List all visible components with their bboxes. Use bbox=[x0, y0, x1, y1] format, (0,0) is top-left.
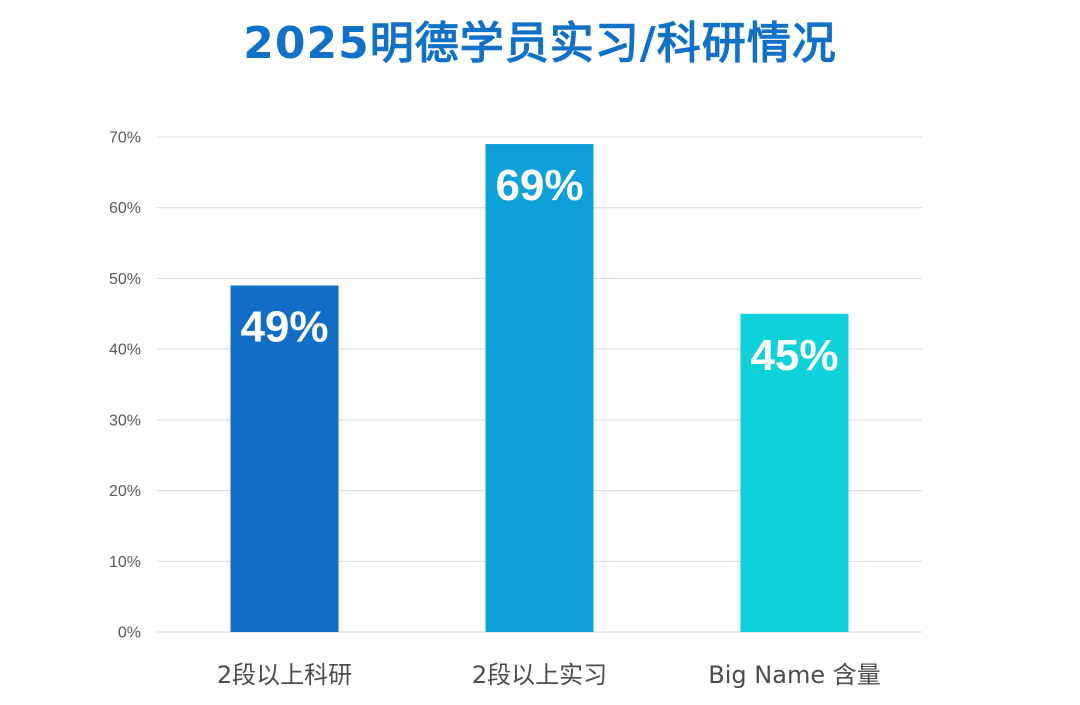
category-label: 2段以上科研 bbox=[217, 661, 352, 689]
category-label: 2段以上实习 bbox=[472, 661, 607, 689]
y-tick-label: 50% bbox=[109, 271, 141, 288]
y-tick-label: 10% bbox=[109, 554, 141, 571]
y-tick-label: 0% bbox=[118, 625, 141, 642]
bar bbox=[485, 144, 594, 633]
value-labels: 49% 69% 45% bbox=[240, 161, 838, 380]
category-label: Big Name 含量 bbox=[708, 661, 880, 689]
bars bbox=[230, 144, 849, 633]
y-axis-ticks: 0% 10% 20% 30% 40% 50% 60% 70% bbox=[109, 130, 141, 642]
bar-value-label: 69% bbox=[495, 161, 583, 210]
y-tick-label: 20% bbox=[109, 483, 141, 500]
x-axis-categories: 2段以上科研 2段以上实习 Big Name 含量 bbox=[217, 661, 881, 689]
y-tick-label: 40% bbox=[109, 342, 141, 359]
y-tick-label: 30% bbox=[109, 412, 141, 429]
bar-value-label: 45% bbox=[750, 331, 838, 380]
bar-value-label: 49% bbox=[240, 303, 328, 352]
chart-title: 2025明德学员实习/科研情况 bbox=[243, 18, 837, 69]
bar bbox=[230, 285, 339, 632]
bar bbox=[740, 313, 849, 632]
y-tick-label: 70% bbox=[109, 130, 141, 147]
y-tick-label: 60% bbox=[109, 200, 141, 217]
